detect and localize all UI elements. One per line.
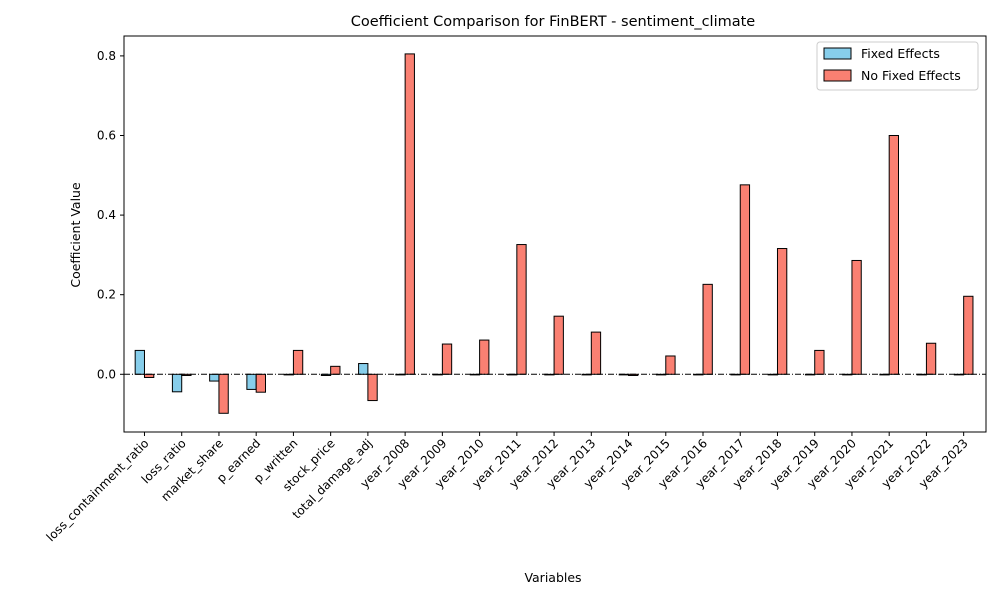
bar-no-fixed-effects-year-2011: [516, 244, 527, 375]
y-tick-label: 0.4: [97, 208, 116, 222]
x-axis-label: Variables: [524, 570, 581, 585]
bar-no-fixed-effects-year-2008: [404, 53, 415, 375]
bar-no-fixed-effects-year-2016: [702, 283, 713, 375]
bar-no-fixed-effects-year-2010: [479, 339, 490, 375]
bar-fixed-effects-loss-containment-ratio: [134, 349, 145, 375]
bar-no-fixed-effects-year-2009: [441, 343, 453, 375]
bar-fixed-effects-p-earned: [246, 373, 257, 390]
bar-no-fixed-effects-p-written: [292, 349, 304, 375]
bar-no-fixed-effects-year-2012: [553, 315, 564, 375]
bar-fixed-effects-market-share: [209, 373, 220, 382]
y-axis-ticks: 0.0 0.2 0.4 0.6 0.8: [97, 49, 124, 381]
legend-swatch-fixed-effects: [823, 47, 852, 60]
bar-no-fixed-effects-year-2017: [739, 184, 751, 375]
bar-no-fixed-effects-market-share: [218, 373, 229, 414]
bar-fixed-effects-total-damage-adj: [358, 363, 369, 375]
bar-fixed-effects-loss-ratio: [171, 373, 183, 393]
bar-no-fixed-effects-year-2015: [665, 355, 676, 375]
x-tick-label: loss_containment_ratio: [44, 436, 152, 544]
bar-no-fixed-effects-year-2019: [814, 349, 825, 375]
y-axis-label: Coefficient Value: [68, 182, 83, 288]
bar-no-fixed-effects-p-earned: [255, 373, 266, 393]
plot-frame: [123, 35, 987, 433]
bars-layer: [134, 53, 974, 414]
legend: Fixed Effects No Fixed Effects: [816, 41, 979, 91]
bar-no-fixed-effects-total-damage-adj: [367, 373, 378, 402]
bar-no-fixed-effects-year-2022: [925, 342, 937, 375]
chart-title: Coefficient Comparison for FinBERT - sen…: [351, 14, 756, 30]
legend-swatch-no-fixed-effects: [823, 69, 852, 82]
y-tick-label: 0.6: [97, 128, 116, 142]
y-tick-label: 0.2: [97, 288, 116, 302]
legend-frame: [816, 41, 979, 91]
bar-no-fixed-effects-year-2023: [963, 295, 974, 375]
bar-no-fixed-effects-year-2020: [851, 259, 862, 375]
bar-no-fixed-effects-year-2018: [776, 248, 788, 375]
y-tick-label: 0.8: [97, 49, 116, 63]
y-tick-label: 0.0: [97, 367, 116, 381]
legend-label-fixed-effects: Fixed Effects: [861, 46, 940, 61]
bar-no-fixed-effects-year-2021: [888, 134, 899, 375]
x-axis-ticks: loss_containment_ratioloss_ratiomarket_s…: [44, 432, 971, 544]
legend-label-no-fixed-effects: No Fixed Effects: [861, 68, 961, 83]
bar-no-fixed-effects-loss-ratio: [181, 373, 192, 376]
bar-no-fixed-effects-year-2013: [590, 331, 602, 375]
bar-no-fixed-effects-stock-price: [330, 365, 341, 375]
